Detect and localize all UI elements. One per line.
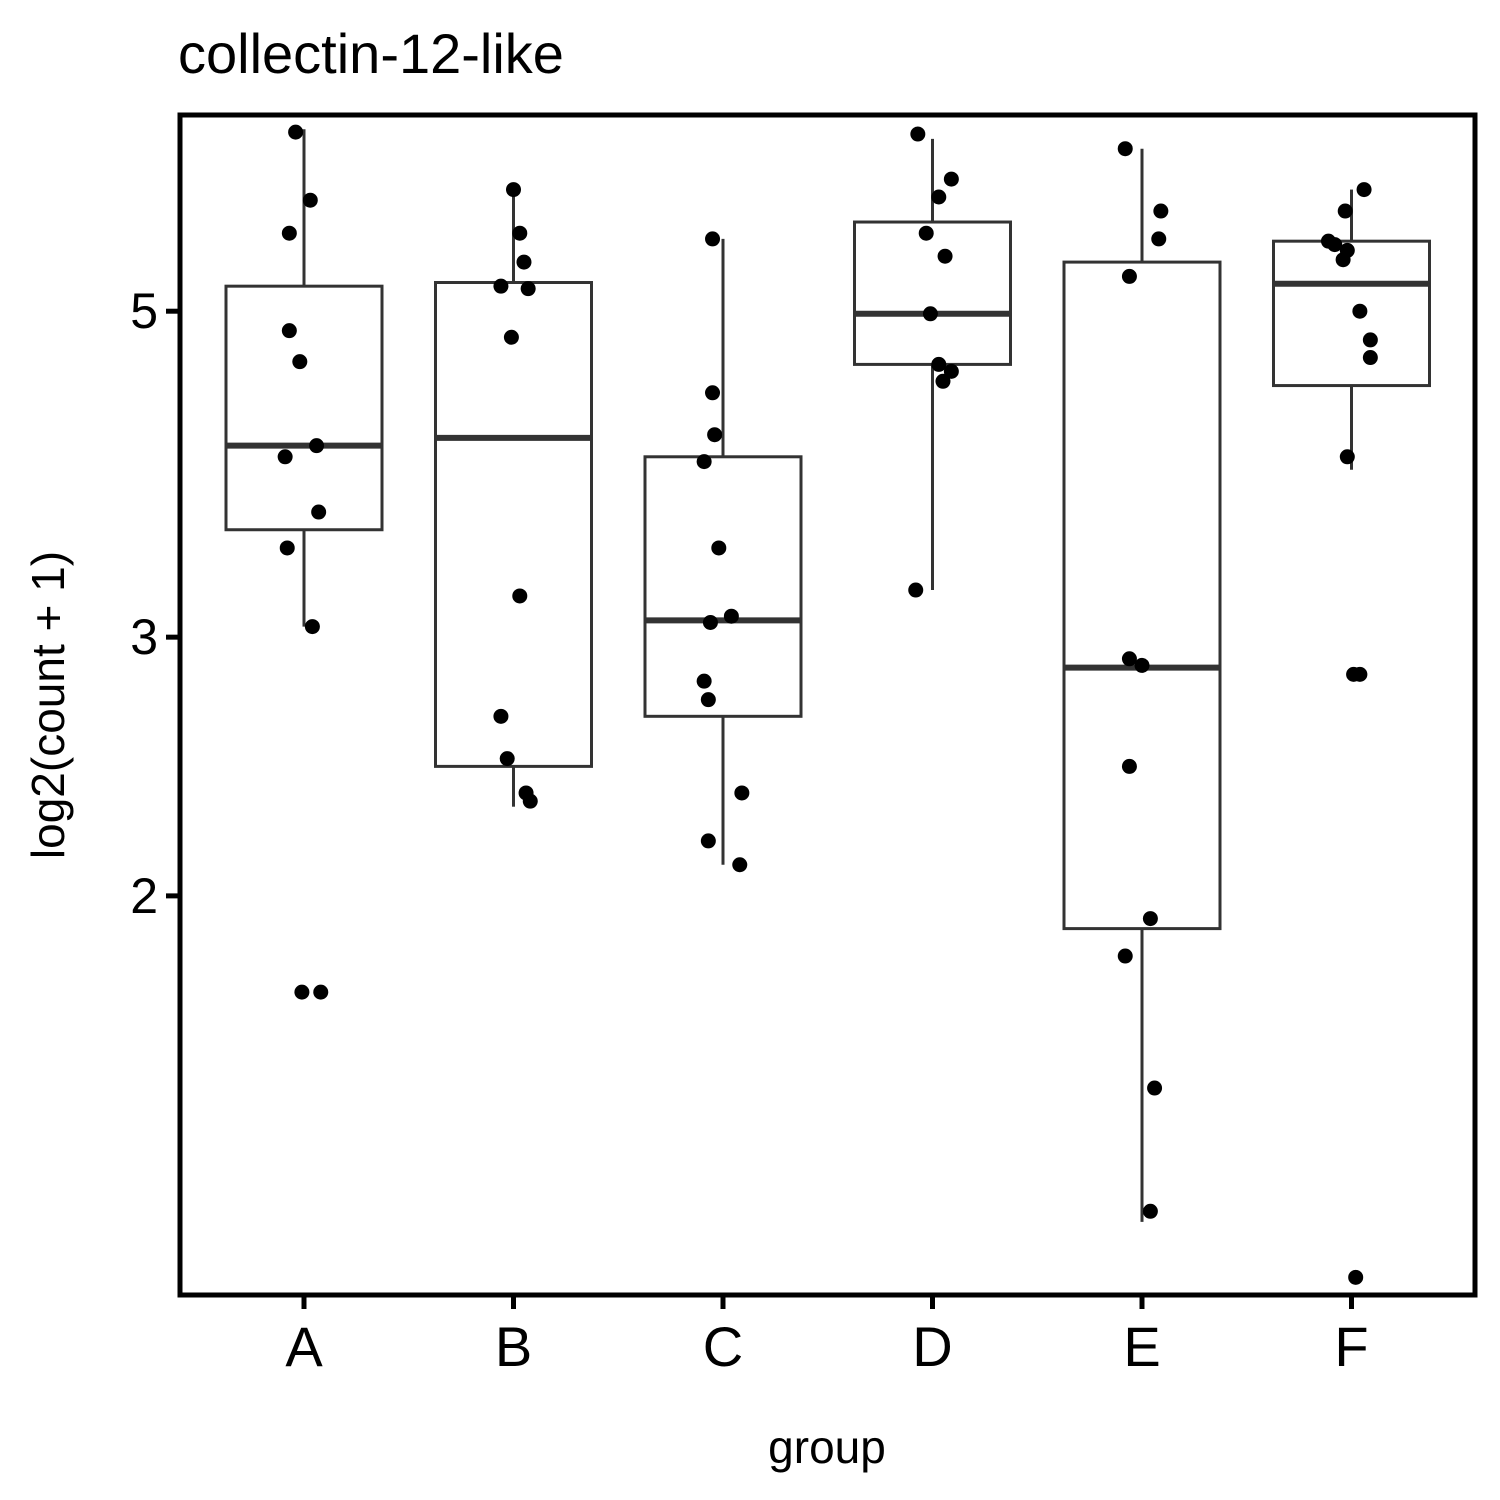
- data-point: [910, 126, 926, 142]
- data-point: [313, 984, 329, 1000]
- data-point: [1121, 758, 1137, 774]
- data-point: [1153, 203, 1169, 219]
- x-tick-label: E: [1123, 1315, 1160, 1378]
- box-group-e: [1062, 148, 1222, 1222]
- data-point: [281, 225, 297, 241]
- y-tick-label: 5: [130, 283, 158, 339]
- data-point: [937, 248, 953, 264]
- data-point: [732, 857, 748, 873]
- data-point: [705, 231, 721, 247]
- data-point: [922, 306, 938, 322]
- data-point: [506, 182, 521, 198]
- data-point: [943, 363, 959, 379]
- data-point: [1147, 1080, 1163, 1096]
- x-tick-label: D: [912, 1315, 952, 1378]
- data-point: [302, 192, 318, 208]
- data-point: [304, 619, 320, 635]
- box-iqr: [1062, 260, 1222, 931]
- plot-marks: [224, 124, 1431, 1285]
- data-point: [1151, 231, 1167, 247]
- data-point: [1117, 141, 1133, 157]
- data-point: [288, 124, 304, 140]
- x-axis: A B C D E F: [285, 1295, 1369, 1378]
- data-point: [1352, 303, 1368, 319]
- data-point: [1348, 1269, 1364, 1285]
- data-point: [1121, 651, 1137, 667]
- data-point: [512, 225, 528, 241]
- x-tick-label: C: [703, 1315, 743, 1378]
- data-point: [311, 504, 327, 520]
- data-point: [1121, 268, 1137, 284]
- box-group-f: [1272, 189, 1431, 470]
- data-point: [918, 225, 934, 241]
- box-iqr: [224, 284, 384, 532]
- box-iqr: [434, 281, 593, 768]
- data-point: [723, 608, 739, 624]
- x-tick-label: A: [285, 1315, 323, 1378]
- data-point: [493, 708, 509, 724]
- jitter-points: [277, 124, 1378, 1285]
- data-point: [493, 278, 509, 294]
- data-point: [1356, 182, 1372, 198]
- data-point: [516, 254, 532, 270]
- data-point: [696, 673, 712, 689]
- data-point: [1327, 237, 1343, 253]
- data-point: [1362, 350, 1378, 366]
- box-iqr: [1272, 239, 1431, 388]
- data-point: [931, 356, 947, 372]
- data-point: [696, 454, 712, 470]
- data-point: [309, 438, 325, 454]
- box-group-b: [434, 189, 593, 807]
- data-point: [281, 323, 297, 339]
- data-point: [1352, 666, 1368, 682]
- data-point: [1142, 911, 1158, 927]
- data-point: [711, 540, 727, 556]
- box-group-a: [224, 129, 384, 627]
- data-point: [1117, 948, 1133, 964]
- data-point: [734, 785, 750, 801]
- box-iqr: [853, 220, 1012, 366]
- data-point: [702, 614, 718, 630]
- x-axis-label: group: [768, 1421, 886, 1473]
- data-point: [700, 833, 716, 849]
- data-point: [512, 588, 528, 604]
- data-point: [943, 171, 959, 187]
- data-point: [931, 189, 947, 205]
- data-point: [503, 329, 519, 345]
- data-point: [707, 427, 723, 443]
- data-point: [1134, 657, 1150, 673]
- data-point: [1362, 332, 1378, 348]
- data-point: [520, 281, 536, 297]
- data-point: [700, 692, 716, 708]
- data-point: [277, 449, 293, 465]
- y-tick-label: 2: [130, 868, 158, 924]
- y-tick-label: 3: [130, 609, 158, 665]
- y-axis-label: log2(count + 1): [22, 551, 74, 859]
- data-point: [1335, 252, 1351, 268]
- data-point: [499, 751, 515, 767]
- data-point: [294, 984, 310, 1000]
- plot-panel-border: [177, 112, 1478, 1298]
- data-point: [935, 373, 951, 389]
- data-point: [292, 354, 308, 370]
- data-point: [522, 793, 538, 809]
- data-point: [1142, 1203, 1158, 1219]
- y-axis: 2 3 5: [130, 283, 180, 924]
- data-point: [908, 582, 924, 598]
- data-point: [1337, 203, 1353, 219]
- data-point: [1339, 449, 1355, 465]
- data-point: [705, 385, 721, 401]
- chart-title: collectin-12-like: [178, 22, 564, 85]
- box-group-c: [643, 238, 803, 865]
- box-iqr: [643, 455, 803, 718]
- x-tick-label: B: [495, 1315, 532, 1378]
- data-point: [279, 540, 295, 556]
- x-tick-label: F: [1334, 1315, 1368, 1378]
